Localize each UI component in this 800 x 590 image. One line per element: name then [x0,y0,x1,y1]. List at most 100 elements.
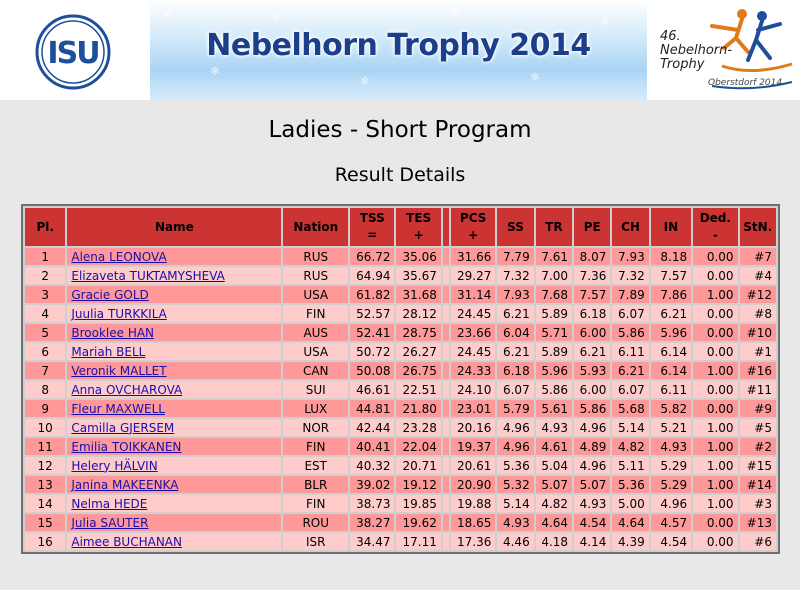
cell-place: 10 [25,419,66,436]
cell-ded: 0.00 [693,248,738,265]
cell-ch: 5.68 [612,400,649,417]
cell-tes: 28.75 [396,324,441,341]
skater-link[interactable]: Mariah BELL [71,344,146,359]
cell-tes: 31.68 [396,286,441,303]
col-header-ded: Ded. - [693,208,738,246]
cell-place: 9 [25,400,66,417]
cell-pe: 4.93 [574,495,611,512]
skater-link[interactable]: Camilla GJERSEM [71,420,175,435]
cell-stn: #1 [739,343,776,360]
cell-ded: 0.00 [693,381,738,398]
skater-link[interactable]: Janina MAKEENKA [71,477,179,492]
cell-in: 7.86 [650,286,692,303]
cell-stn: #13 [739,514,776,531]
col-header-pcs: PCS + [450,208,496,246]
cell-ss: 6.21 [497,343,534,360]
cell-spacer [442,476,449,493]
cell-tr: 7.68 [535,286,573,303]
cell-place: 1 [25,248,66,265]
cell-tr: 5.61 [535,400,573,417]
cell-stn: #8 [739,305,776,322]
cell-in: 6.21 [650,305,692,322]
table-row: 11 Emilia TOIKKANEN FIN 40.41 22.04 19.37 4.96… [25,438,776,455]
cell-pcs: 23.01 [450,400,496,417]
skater-link[interactable]: Alena LEONOVA [71,249,167,264]
cell-ss: 6.04 [497,324,534,341]
cell-spacer [442,438,449,455]
cell-stn: #10 [739,324,776,341]
skater-link[interactable]: Helery HÄLVIN [71,458,158,473]
skater-link[interactable]: Nelma HEDE [71,496,148,511]
cell-ded: 1.00 [693,362,738,379]
cell-place: 15 [25,514,66,531]
results-table: Pl. Name Nation TSS = TES + PCS + SS TR PE … [21,204,780,554]
cell-pcs: 31.14 [450,286,496,303]
table-row: 3 Gracie GOLD USA 61.82 31.68 31.14 7.93 7.68 7.… [25,286,776,303]
cell-name: Brooklee HAN [67,324,282,341]
cell-ded: 1.00 [693,286,738,303]
cell-pcs: 19.37 [450,438,496,455]
skater-link[interactable]: Julia SAUTER [71,515,149,530]
cell-place: 5 [25,324,66,341]
skater-link[interactable]: Emilia TOIKKANEN [71,439,182,454]
table-row: 15 Julia SAUTER ROU 38.27 19.62 18.65 4.93 4.64… [25,514,776,531]
cell-ch: 4.64 [612,514,649,531]
pcs-sign: + [468,228,479,242]
skater-link[interactable]: Fleur MAXWELL [71,401,165,416]
cell-ss: 4.96 [497,438,534,455]
col-header-in: IN [650,208,692,246]
cell-ch: 5.36 [612,476,649,493]
cell-ded: 1.00 [693,419,738,436]
skater-link[interactable]: Aimee BUCHANAN [71,534,182,549]
skater-link[interactable]: Elizaveta TUKTAMYSHEVA [71,268,225,283]
cell-tr: 4.93 [535,419,573,436]
cell-stn: #14 [739,476,776,493]
cell-tes: 22.51 [396,381,441,398]
cell-tr: 4.61 [535,438,573,455]
cell-tss: 39.02 [350,476,395,493]
cell-tss: 66.72 [350,248,395,265]
cell-ss: 7.32 [497,267,534,284]
cell-tes: 19.62 [396,514,441,531]
cell-name: Mariah BELL [67,343,282,360]
table-row: 5 Brooklee HAN AUS 52.41 28.75 23.66 6.04 5.71 6… [25,324,776,341]
cell-ded: 0.00 [693,533,738,550]
cell-tss: 64.94 [350,267,395,284]
col-header-stn: StN. [739,208,776,246]
cell-tes: 22.04 [396,438,441,455]
cell-tss: 38.73 [350,495,395,512]
cell-in: 5.21 [650,419,692,436]
cell-tss: 61.82 [350,286,395,303]
page-header: ISU ❄ ❄ ❄ ❄ ❄ ❄ ❄ Nebelhorn Trophy 2014 … [0,0,800,100]
skater-link[interactable]: Anna OVCHAROVA [71,382,183,397]
skater-link[interactable]: Brooklee HAN [71,325,155,340]
cell-nation: ISR [283,533,349,550]
cell-pe: 6.21 [574,343,611,360]
ded-sign: - [712,228,718,242]
tes-label: TES [406,211,432,225]
cell-nation: USA [283,286,349,303]
cell-spacer [442,248,449,265]
cell-ss: 4.93 [497,514,534,531]
cell-pcs: 24.10 [450,381,496,398]
cell-tr: 5.96 [535,362,573,379]
cell-nation: NOR [283,419,349,436]
cell-pcs: 24.45 [450,305,496,322]
skater-link[interactable]: Veronik MALLET [71,363,167,378]
cell-tss: 52.41 [350,324,395,341]
cell-nation: EST [283,457,349,474]
cell-name: Janina MAKEENKA [67,476,282,493]
cell-spacer [442,400,449,417]
cell-tes: 20.71 [396,457,441,474]
skater-link[interactable]: Gracie GOLD [71,287,149,302]
skater-link[interactable]: Juulia TURKKILA [71,306,167,321]
cell-pe: 4.14 [574,533,611,550]
page-subtitle: Result Details [334,164,466,186]
cell-ch: 6.11 [612,343,649,360]
tes-sign: + [413,228,424,242]
cell-stn: #7 [739,248,776,265]
cell-ch: 6.21 [612,362,649,379]
isu-logo[interactable]: ISU [35,14,111,90]
cell-spacer [442,419,449,436]
cell-tr: 5.86 [535,381,573,398]
